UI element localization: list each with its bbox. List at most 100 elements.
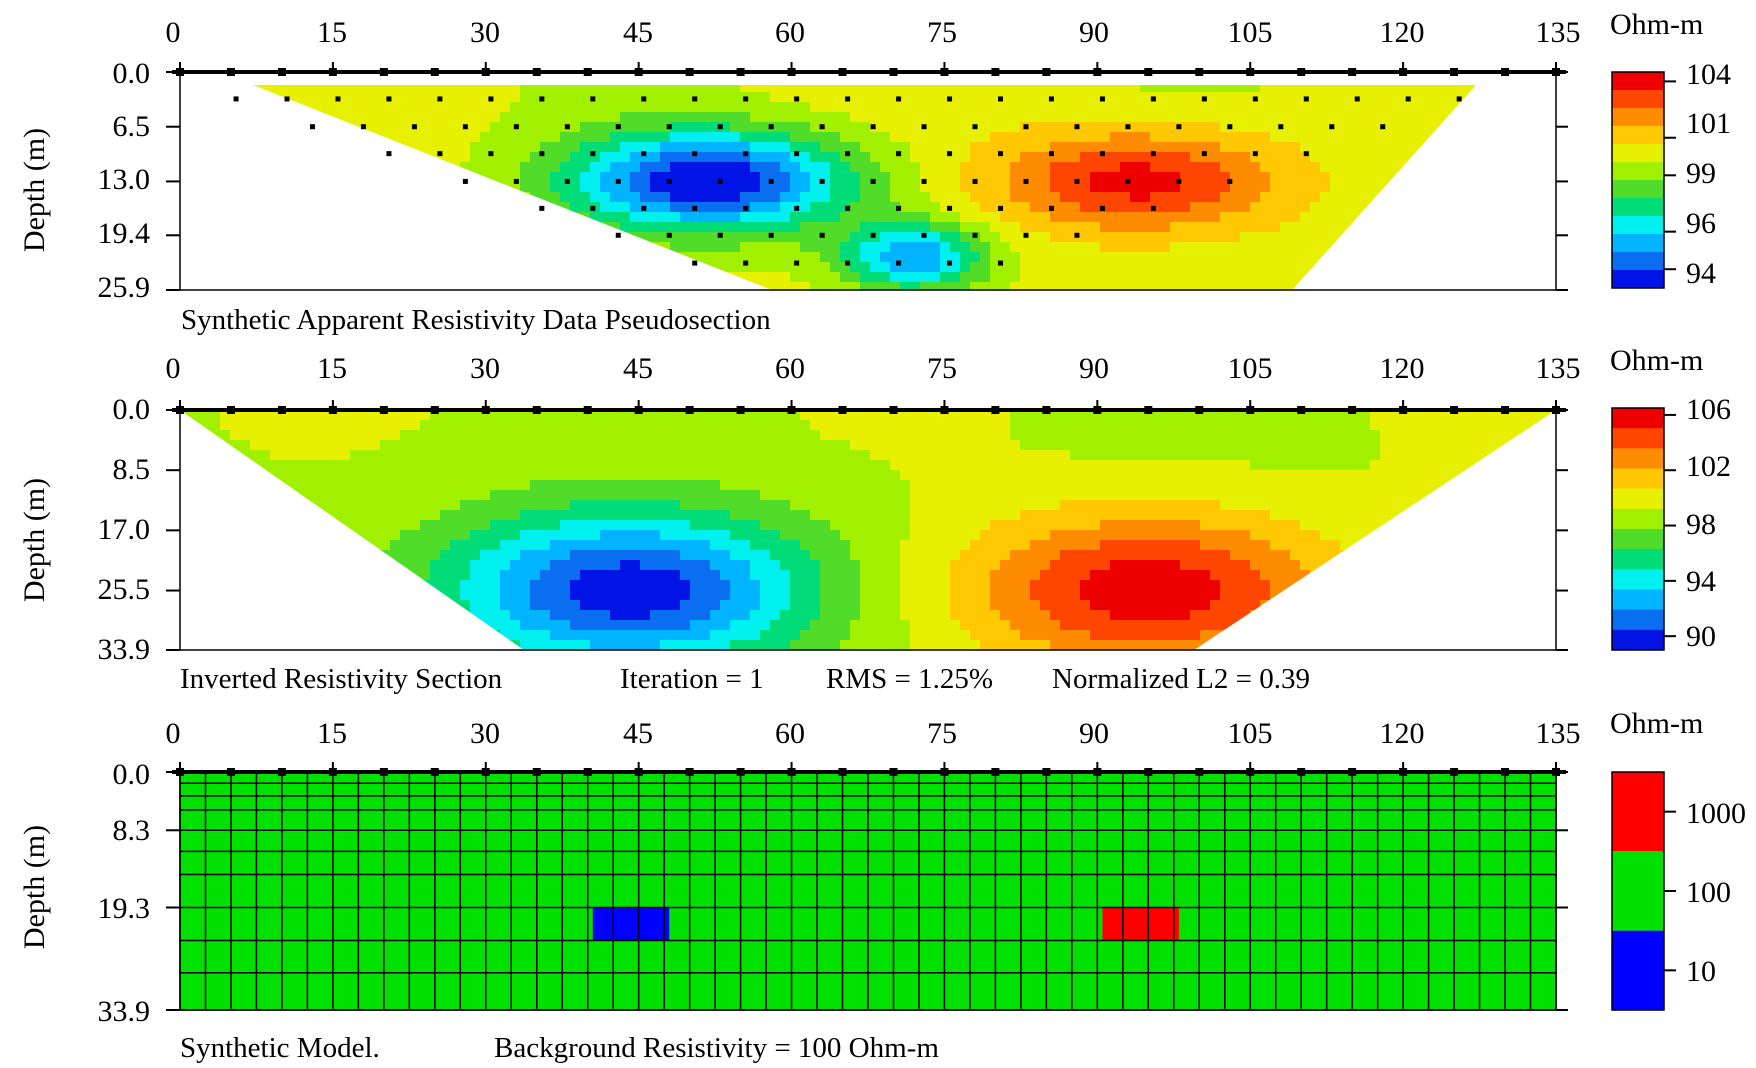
contour-cell [540,142,551,153]
contour-cell [200,490,211,501]
contour-cell [1250,142,1261,153]
contour-cell [270,85,281,93]
contour-cell [830,172,841,183]
contour-cell [540,102,551,113]
contour-cell [1140,282,1151,290]
contour-cell [660,112,671,123]
contour-cell [550,440,561,451]
contour-cell [940,480,951,491]
contour-cell [1040,470,1051,481]
contour-cell [280,222,291,233]
contour-cell [1290,152,1301,163]
contour-cell [1260,470,1271,481]
contour-cell [730,162,741,173]
contour-cell [760,192,771,203]
contour-cell [1130,440,1141,451]
contour-cell [810,510,821,521]
contour-cell [750,530,761,541]
contour-cell [640,242,651,253]
contour-cell [490,132,501,143]
contour-cell [520,450,531,461]
contour-cell [700,282,711,290]
contour-cell [910,450,921,461]
contour-cell [1210,470,1221,481]
contour-cell [1070,132,1081,143]
contour-cell [1010,272,1021,283]
contour-cell [1170,172,1181,183]
contour-cell [670,420,681,431]
contour-cell [1170,450,1181,461]
contour-cell [900,282,911,290]
datum-point [692,260,698,266]
contour-cell [1110,262,1121,273]
contour-cell [240,82,251,93]
contour-cell [960,450,971,461]
contour-cell [1220,92,1231,103]
contour-cell [890,152,901,163]
contour-cell [1040,480,1051,491]
contour-cell [1230,202,1241,213]
datum-point [666,124,672,130]
contour-cell [1280,85,1291,93]
contour-cell [1090,122,1101,133]
contour-cell [920,112,931,123]
contour-cell [750,410,761,421]
contour-cell [1310,182,1321,193]
contour-cell [1130,430,1141,441]
contour-cell [820,192,831,203]
contour-cell [400,132,411,143]
contour-cell [200,202,211,213]
contour-cell [950,480,961,491]
contour-cell [1010,500,1021,511]
contour-cell [1050,92,1061,103]
contour-cell [600,232,611,243]
contour-cell [300,430,311,441]
contour-cell [1350,410,1361,421]
contour-cell [1240,102,1251,113]
contour-cell [850,142,861,153]
contour-cell [1360,490,1371,501]
contour-cell [270,142,281,153]
contour-cell [300,202,311,213]
contour-cell [230,440,241,451]
contour-cell [1180,460,1191,471]
contour-cell [1330,520,1341,531]
contour-cell [570,222,581,233]
contour-cell [190,242,201,253]
contour-cell [990,500,1001,511]
contour-cell [790,530,801,541]
contour-cell [450,410,461,421]
contour-cell [270,470,281,481]
contour-cell [1160,252,1171,263]
contour-cell [1150,222,1161,233]
contour-cell [740,212,751,223]
contour-cell [450,430,461,441]
datum-point [488,151,494,157]
contour-cell [550,232,561,243]
contour-cell [1310,192,1321,203]
contour-cell [670,222,681,233]
contour-cell [630,122,641,133]
contour-cell [1290,142,1301,153]
contour-cell [800,420,811,431]
contour-cell [1530,192,1541,203]
contour-cell [570,92,581,103]
contour-cell [1160,440,1171,451]
contour-cell [360,520,371,531]
contour-cell [260,85,271,93]
contour-cell [690,440,701,451]
colorbar-swatch [1612,234,1664,253]
contour-cell [710,202,721,213]
contour-cell [1440,510,1451,521]
contour-cell [1000,460,1011,471]
contour-cell [1180,102,1191,113]
contour-cell [650,202,661,213]
contour-cell [1380,162,1391,173]
contour-cell [920,410,931,421]
contour-cell [490,142,501,153]
contour-cell [730,470,741,481]
datum-point [386,96,392,102]
contour-cell [1390,420,1401,431]
contour-cell [860,132,871,143]
contour-cell [280,112,291,123]
